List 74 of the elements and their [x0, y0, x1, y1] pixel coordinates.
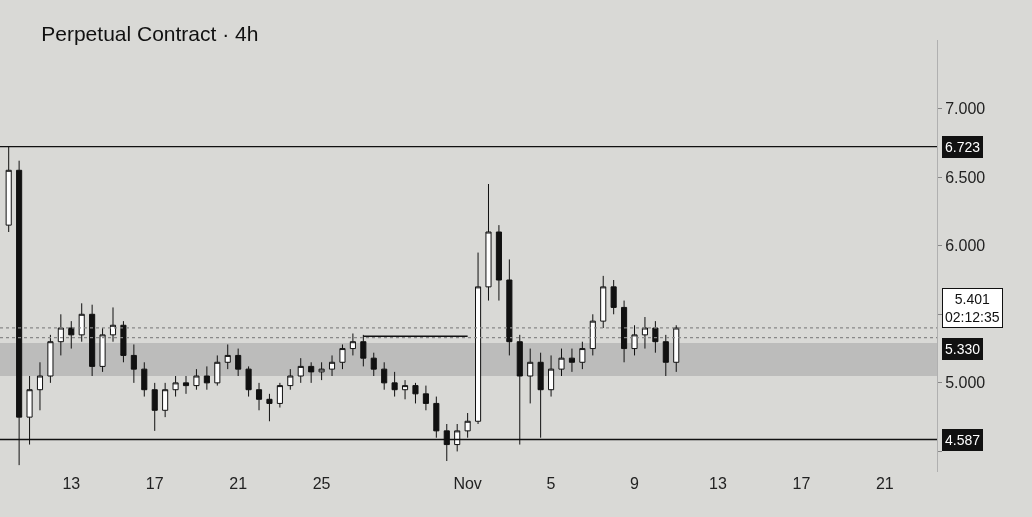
y-tick-label: 5.000: [945, 374, 986, 392]
candlestick: [130, 343, 137, 384]
x-tick-label: Nov: [453, 475, 482, 492]
candlestick: [652, 320, 659, 354]
x-tick-label: 21: [875, 475, 894, 492]
candlestick: [631, 324, 638, 356]
candlestick: [99, 327, 106, 373]
x-tick-label: 13: [62, 475, 81, 492]
candlestick: [141, 361, 148, 398]
candlestick: [579, 341, 586, 370]
ref-line-label: 5.401 02:12:35: [945, 291, 1000, 326]
candlestick: [235, 348, 242, 377]
candlestick: [391, 371, 398, 398]
y-tick-label: 6.000: [945, 237, 986, 255]
candlestick: [203, 365, 210, 391]
candlestick: [276, 382, 283, 409]
x-tick-label: 17: [792, 475, 811, 492]
candlestick: [266, 393, 273, 422]
x-tick-label: 21: [229, 475, 248, 492]
candlestick: [109, 306, 117, 343]
candlestick: [172, 375, 179, 398]
x-tick-label: 9: [630, 475, 640, 492]
candlestick: [151, 382, 158, 432]
candlestick: [422, 385, 429, 411]
candlestick: [287, 368, 294, 391]
x-tick-label: 5: [546, 475, 556, 492]
candlestick: [193, 368, 200, 391]
candlestick: [78, 302, 85, 343]
candlestick: [255, 382, 263, 411]
candlestick: [120, 320, 127, 363]
ref-line-label: 5.330: [945, 341, 981, 357]
candlestick: [485, 183, 492, 302]
ref-line-label: 4.587: [945, 432, 981, 448]
candlestick: [245, 365, 252, 398]
candlestick: [68, 320, 75, 350]
candlestick: [589, 313, 596, 356]
candlestick: [214, 354, 221, 387]
candlestick: [568, 348, 575, 373]
x-tick-label: 17: [145, 475, 164, 492]
chart-title: Perpetual Contract · 4h: [41, 21, 259, 45]
candlestick: [475, 252, 482, 425]
candlestick: [621, 300, 628, 363]
candlestick: [339, 343, 346, 370]
x-tick-label: 25: [312, 475, 331, 492]
candlestick: [673, 324, 680, 373]
candlestick: [47, 334, 54, 384]
y-tick-label: 6.500: [945, 168, 986, 186]
candlestick: [224, 343, 231, 370]
candlestick: [495, 224, 502, 302]
candlestick: [527, 348, 534, 404]
candlestick: [182, 375, 190, 395]
candlestick: [318, 361, 325, 381]
candlestick: [506, 258, 513, 356]
candlestick: [36, 361, 44, 411]
candlestick: [558, 348, 565, 377]
candlestick: [641, 316, 648, 350]
candlestick: [162, 382, 169, 418]
y-tick-label: 7.000: [945, 100, 986, 118]
candlestick: [600, 275, 607, 329]
candlestick: [328, 354, 336, 377]
candlestick: [308, 361, 315, 384]
candlestick: [57, 313, 64, 356]
candlestick: [381, 361, 388, 391]
candlestick: [349, 332, 356, 356]
candlestick: [370, 352, 377, 377]
candlestick: [297, 357, 304, 384]
candlestick: [610, 279, 617, 315]
candlestick: [89, 304, 96, 377]
candlestick: [548, 354, 555, 398]
candlestick: [412, 382, 419, 404]
candlestick: [401, 379, 409, 400]
candlestick: [662, 334, 669, 377]
ref-line-label: 6.723: [945, 139, 981, 155]
x-tick-label: 13: [709, 475, 727, 492]
